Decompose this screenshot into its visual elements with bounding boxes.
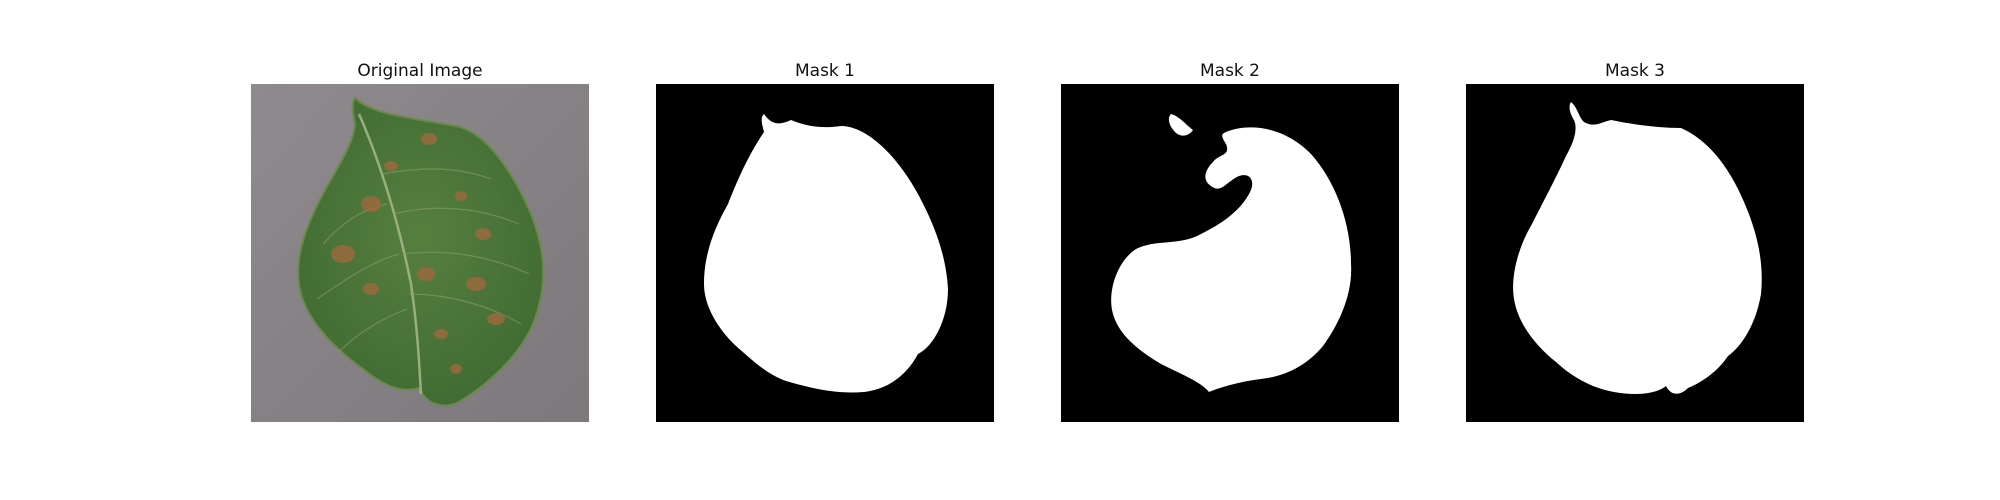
original-leaf-image [251,84,589,422]
mask-3-image [1466,84,1804,422]
leaf-lesions [331,133,505,374]
mask-1 [656,84,994,422]
leaf-shape [297,96,545,407]
panel-title: Mask 2 [1199,61,1260,81]
panel-original-image: Original Image [251,58,589,422]
mask-2-image [1061,84,1399,422]
panel-mask-1: Mask 1 [656,58,994,422]
mask-3 [1466,84,1804,422]
panel-title: Original Image [357,61,483,81]
mask-region [704,114,948,393]
mask-region [1513,102,1762,394]
mask-fragment [1168,114,1193,136]
leaf-midrib [357,113,423,395]
mask-region [1111,127,1352,393]
mask-2 [1061,84,1399,422]
leaf-veins [316,168,530,353]
mask-1-image [656,84,994,422]
panel-mask-3: Mask 3 [1466,58,1804,422]
leaf-photo [251,84,589,422]
panel-title: Mask 1 [794,61,855,81]
panel-title: Mask 3 [1604,61,1665,81]
panel-mask-2: Mask 2 [1061,58,1399,422]
